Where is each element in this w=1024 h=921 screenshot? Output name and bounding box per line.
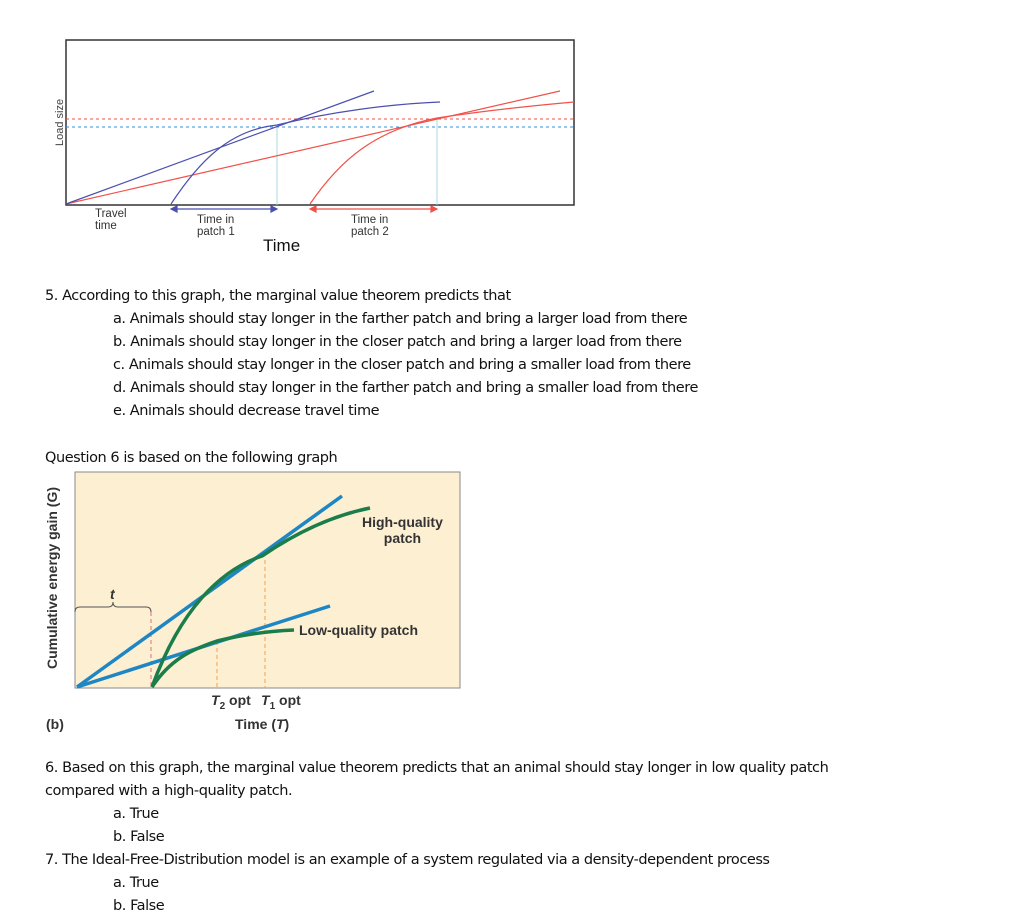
patch1-line2: patch 1 xyxy=(197,226,235,238)
question-7-option-b[interactable]: b. False xyxy=(113,898,165,914)
panel-label: (b) xyxy=(46,716,64,732)
time-label-text: Time ( xyxy=(235,716,276,732)
high-quality-line1: High-quality xyxy=(362,514,443,530)
question-7-prompt: 7. The Ideal-Free-Distribution model is … xyxy=(45,852,770,868)
question-5-prompt: 5. According to this graph, the marginal… xyxy=(45,288,511,304)
travel-time-line2: time xyxy=(95,220,117,232)
t2-suffix: opt xyxy=(225,692,251,708)
chart-background xyxy=(74,471,461,689)
question-5-option-d[interactable]: d. Animals should stay longer in the far… xyxy=(113,380,698,396)
patch2-gain-curve xyxy=(309,101,575,205)
figure-1-load-size-chart xyxy=(65,39,575,213)
time-axis-label: Time xyxy=(263,236,301,255)
patch2-line1: Time in xyxy=(351,214,389,226)
time-label-var: T xyxy=(275,716,285,732)
travel-time-t-label: t xyxy=(110,586,115,602)
question-6-prompt-line1: 6. Based on this graph, the marginal val… xyxy=(45,760,829,776)
patch2-line2: patch 2 xyxy=(351,226,389,238)
time-t-axis-label: Time (T) xyxy=(235,716,289,732)
patch1-line1: Time in xyxy=(197,214,235,226)
low-quality-gain-curve xyxy=(150,628,295,688)
question-7-option-a[interactable]: a. True xyxy=(113,875,159,891)
high-quality-patch-label: High-quality patch xyxy=(362,514,443,546)
patch2-time-arrow xyxy=(308,205,439,213)
question-5-option-e[interactable]: e. Animals should decrease travel time xyxy=(113,403,380,419)
t1-var: T xyxy=(261,692,270,708)
figure-2-energy-gain-chart xyxy=(74,471,461,689)
question-5-option-a[interactable]: a. Animals should stay longer in the far… xyxy=(113,311,688,327)
t2-opt-tick-label: T2 opt xyxy=(211,692,251,712)
t1-sub: 1 xyxy=(269,700,276,712)
time-in-patch2-label: Time in patch 2 xyxy=(351,214,389,238)
t2-var: T xyxy=(211,692,220,708)
question-6-option-b[interactable]: b. False xyxy=(113,829,165,845)
travel-time-brace xyxy=(74,601,152,613)
question-6-intro: Question 6 is based on the following gra… xyxy=(45,450,338,466)
low-quality-patch-label: Low-quality patch xyxy=(299,622,418,638)
question-5-option-c[interactable]: c. Animals should stay longer in the clo… xyxy=(113,357,691,373)
question-5-option-b[interactable]: b. Animals should stay longer in the clo… xyxy=(113,334,682,350)
travel-time-line1: Travel xyxy=(95,208,127,220)
t2-sub: 2 xyxy=(219,700,226,712)
patch1-time-arrow xyxy=(169,205,279,213)
patch1-gain-curve xyxy=(170,101,441,205)
travel-time-label: Travel time xyxy=(95,208,127,232)
question-6-option-a[interactable]: a. True xyxy=(113,806,159,822)
load-size-axis-label: Load size xyxy=(54,98,66,146)
patch2-tangent-line xyxy=(65,90,561,205)
t1-opt-tick-label: T1 opt xyxy=(261,692,301,712)
high-quality-gain-curve xyxy=(150,506,371,688)
chart-frame xyxy=(65,39,575,206)
high-quality-line2: patch xyxy=(383,530,422,546)
time-label-close: ) xyxy=(284,716,290,732)
t1-suffix: opt xyxy=(275,692,301,708)
question-6-prompt-line2: compared with a high-quality patch. xyxy=(45,783,293,799)
time-in-patch1-label: Time in patch 1 xyxy=(197,214,235,238)
energy-gain-axis-label: Cumulative energy gain (G) xyxy=(44,486,60,670)
